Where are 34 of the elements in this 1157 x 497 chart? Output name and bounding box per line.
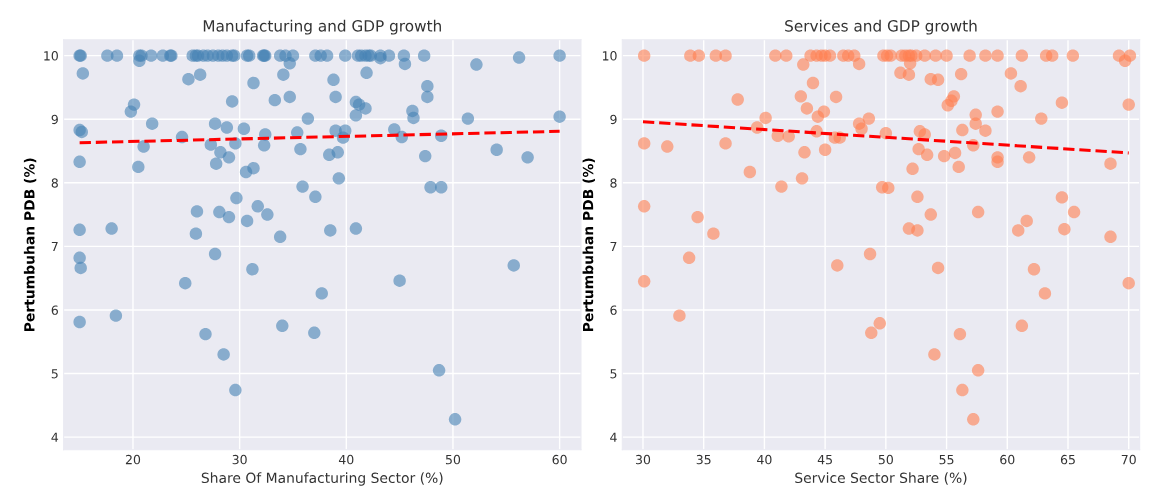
x-axis-title: Share Of Manufacturing Sector (%)	[201, 472, 443, 486]
y-tick-label: 6	[610, 305, 617, 315]
x-tick-label: 65	[1060, 454, 1075, 465]
x-tick-label: 55	[939, 455, 954, 465]
y-tick-label: 10	[44, 51, 58, 61]
chart-title: Services and GDP growth	[785, 19, 977, 35]
y-tick-label: 5	[51, 369, 58, 379]
y-axis-title: Pertumbuhan PDB (%)	[23, 158, 37, 331]
x-tick-label: 30	[232, 454, 247, 465]
y-tick-label: 5	[610, 369, 617, 379]
x-tick-label: 50	[445, 454, 461, 465]
y-tick-label: 4	[51, 432, 59, 442]
x-tick-label: 40	[338, 454, 354, 465]
y-tick-label: 9	[51, 114, 58, 125]
x-tick-label: 40	[757, 454, 772, 465]
y-tick-label: 9	[610, 114, 617, 125]
y-tick-label: 4	[610, 432, 617, 442]
y-axis-title: Pertumbuhan PDB (%)	[582, 158, 595, 331]
x-tick-label: 20	[125, 454, 141, 465]
x-tick-label: 60	[1000, 454, 1015, 465]
y-tick-label: 10	[602, 51, 617, 61]
x-tick-label: 60	[552, 454, 567, 465]
y-tick-label: 6	[51, 305, 58, 315]
x-tick-label: 50	[878, 454, 893, 465]
x-tick-label: 35	[696, 454, 711, 465]
y-tick-label: 7	[51, 242, 58, 252]
chart-title: Manufacturing and GDP growth	[203, 19, 441, 35]
y-tick-label: 7	[610, 242, 617, 252]
x-tick-label: 70	[1121, 454, 1136, 465]
y-tick-label: 8	[610, 178, 617, 188]
y-tick-label: 8	[51, 178, 58, 188]
x-tick-label: 30	[635, 454, 651, 465]
x-axis-title: Service Sector Share (%)	[795, 472, 967, 485]
x-tick-label: 45	[817, 455, 832, 465]
